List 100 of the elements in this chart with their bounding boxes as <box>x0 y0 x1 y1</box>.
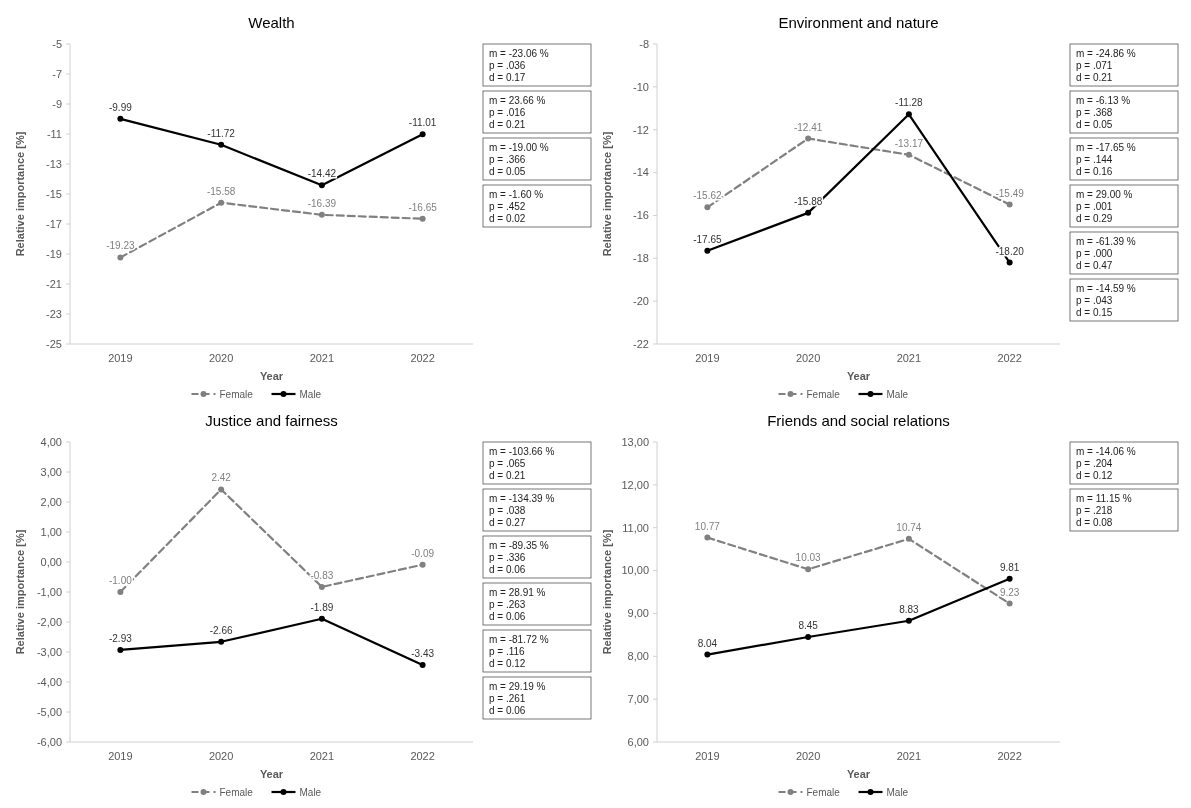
point <box>419 561 426 568</box>
point <box>117 254 124 261</box>
chart-title: Justice and fairness <box>205 412 338 429</box>
point <box>805 209 812 216</box>
x-axis-title: Year <box>846 768 871 780</box>
legend-label: Female <box>219 786 254 798</box>
y-tick-label: 7,00 <box>627 692 649 705</box>
legend-label: Female <box>806 786 841 798</box>
point <box>218 141 225 148</box>
data-label: -11.01 <box>408 117 437 129</box>
text: m = -17.65 % p = .144 d = 0.16 <box>1076 142 1136 177</box>
y-tick-label: 2,00 <box>40 495 62 508</box>
point <box>805 566 812 573</box>
x-tick-label: 2019 <box>108 750 133 762</box>
y-tick-label: -25 <box>46 337 62 350</box>
data-label: -1.89 <box>310 601 334 613</box>
point <box>218 486 225 493</box>
data-label: -15.49 <box>995 187 1025 199</box>
point <box>318 182 325 189</box>
data-label: 8.45 <box>798 620 819 631</box>
text: m = -19.00 % p = .366 d = 0.05 <box>489 142 549 177</box>
point <box>905 151 912 158</box>
y-tick-label: -7 <box>52 67 62 80</box>
legend-label: Male <box>886 786 909 798</box>
text: m = -1.60 % p = .452 d = 0.02 <box>489 189 544 224</box>
y-tick-label: -22 <box>633 337 649 350</box>
y-tick-label: -16 <box>633 209 649 222</box>
data-label: -16.39 <box>307 197 337 209</box>
point <box>419 131 426 138</box>
point <box>419 661 426 668</box>
legend-label: Male <box>886 388 909 400</box>
point <box>218 638 225 645</box>
y-tick-label: -5,00 <box>36 705 62 718</box>
y-tick-label: -1,00 <box>36 585 62 598</box>
data-label: 9.81 <box>999 561 1020 573</box>
data-label: -11.28 <box>895 97 924 109</box>
chart-title: Friends and social relations <box>767 412 950 429</box>
point <box>318 211 325 218</box>
y-axis-title: Relative importance [%] <box>601 131 613 257</box>
data-label: -2.93 <box>108 632 133 644</box>
data-label: 10.77 <box>694 520 721 532</box>
point <box>905 535 912 542</box>
x-axis-title: Year <box>846 370 871 382</box>
chart-title: Environment and nature <box>778 14 939 31</box>
data-label: -0.09 <box>411 547 435 559</box>
point <box>1006 600 1013 607</box>
point <box>704 534 711 541</box>
y-axis-title: Relative importance [%] <box>14 529 26 655</box>
y-tick-label: -4,00 <box>36 675 62 688</box>
text: m = 28.91 % p = .263 d = 0.06 <box>489 587 546 622</box>
y-tick-label: 0,00 <box>40 555 62 568</box>
x-tick-label: 2022 <box>410 352 435 364</box>
y-tick-label: -12 <box>633 123 649 136</box>
point <box>117 589 124 595</box>
x-tick-label: 2019 <box>108 352 133 364</box>
x-tick-label: 2021 <box>896 750 922 762</box>
data-label: -9.99 <box>108 101 133 113</box>
point <box>905 111 912 118</box>
point <box>704 204 711 211</box>
y-axis-title: Relative importance [%] <box>601 529 613 655</box>
y-tick-label: 3,00 <box>40 465 62 478</box>
y-tick-label: -11 <box>46 127 62 140</box>
legend-label: Female <box>219 388 254 400</box>
data-label: -0.83 <box>310 569 334 581</box>
y-tick-label: -13 <box>46 157 62 170</box>
x-tick-label: 2020 <box>208 750 234 762</box>
data-label: 10.74 <box>896 521 922 533</box>
data-label: 8.04 <box>697 637 718 649</box>
data-label: 10.03 <box>795 552 822 564</box>
text: m = -6.13 % p = .368 d = 0.05 <box>1076 95 1131 130</box>
y-tick-label: -19 <box>46 247 62 260</box>
y-tick-label: 9,00 <box>627 607 649 620</box>
point <box>805 135 812 142</box>
data-label: -13.17 <box>894 137 924 149</box>
data-label: -12.41 <box>793 121 823 133</box>
legend-label: Female <box>806 388 841 400</box>
point <box>318 615 325 622</box>
y-tick-label: -5 <box>52 37 62 50</box>
point <box>704 651 711 658</box>
x-tick-label: 2019 <box>695 750 720 762</box>
y-tick-label: -23 <box>46 307 62 320</box>
y-tick-label: 13,00 <box>621 435 649 448</box>
data-label: -2.66 <box>209 624 233 636</box>
data-label: 9.23 <box>999 586 1020 598</box>
text: m = 23.66 % p = .016 d = 0.21 <box>489 95 546 130</box>
x-tick-label: 2021 <box>896 352 922 364</box>
x-tick-label: 2022 <box>410 750 435 762</box>
y-tick-label: -9 <box>52 97 62 110</box>
y-tick-label: 10,00 <box>621 564 649 577</box>
y-tick-label: 12,00 <box>621 478 649 491</box>
x-axis-title: Year <box>259 768 284 780</box>
legend-label: Male <box>299 786 322 798</box>
point <box>117 646 124 653</box>
data-label: 2.42 <box>211 472 232 484</box>
x-tick-label: 2022 <box>997 352 1022 364</box>
data-label: -16.65 <box>408 201 438 213</box>
point <box>1006 575 1013 582</box>
point <box>419 215 426 222</box>
data-label: -3.43 <box>411 647 435 659</box>
data-label: -14.42 <box>307 168 337 180</box>
